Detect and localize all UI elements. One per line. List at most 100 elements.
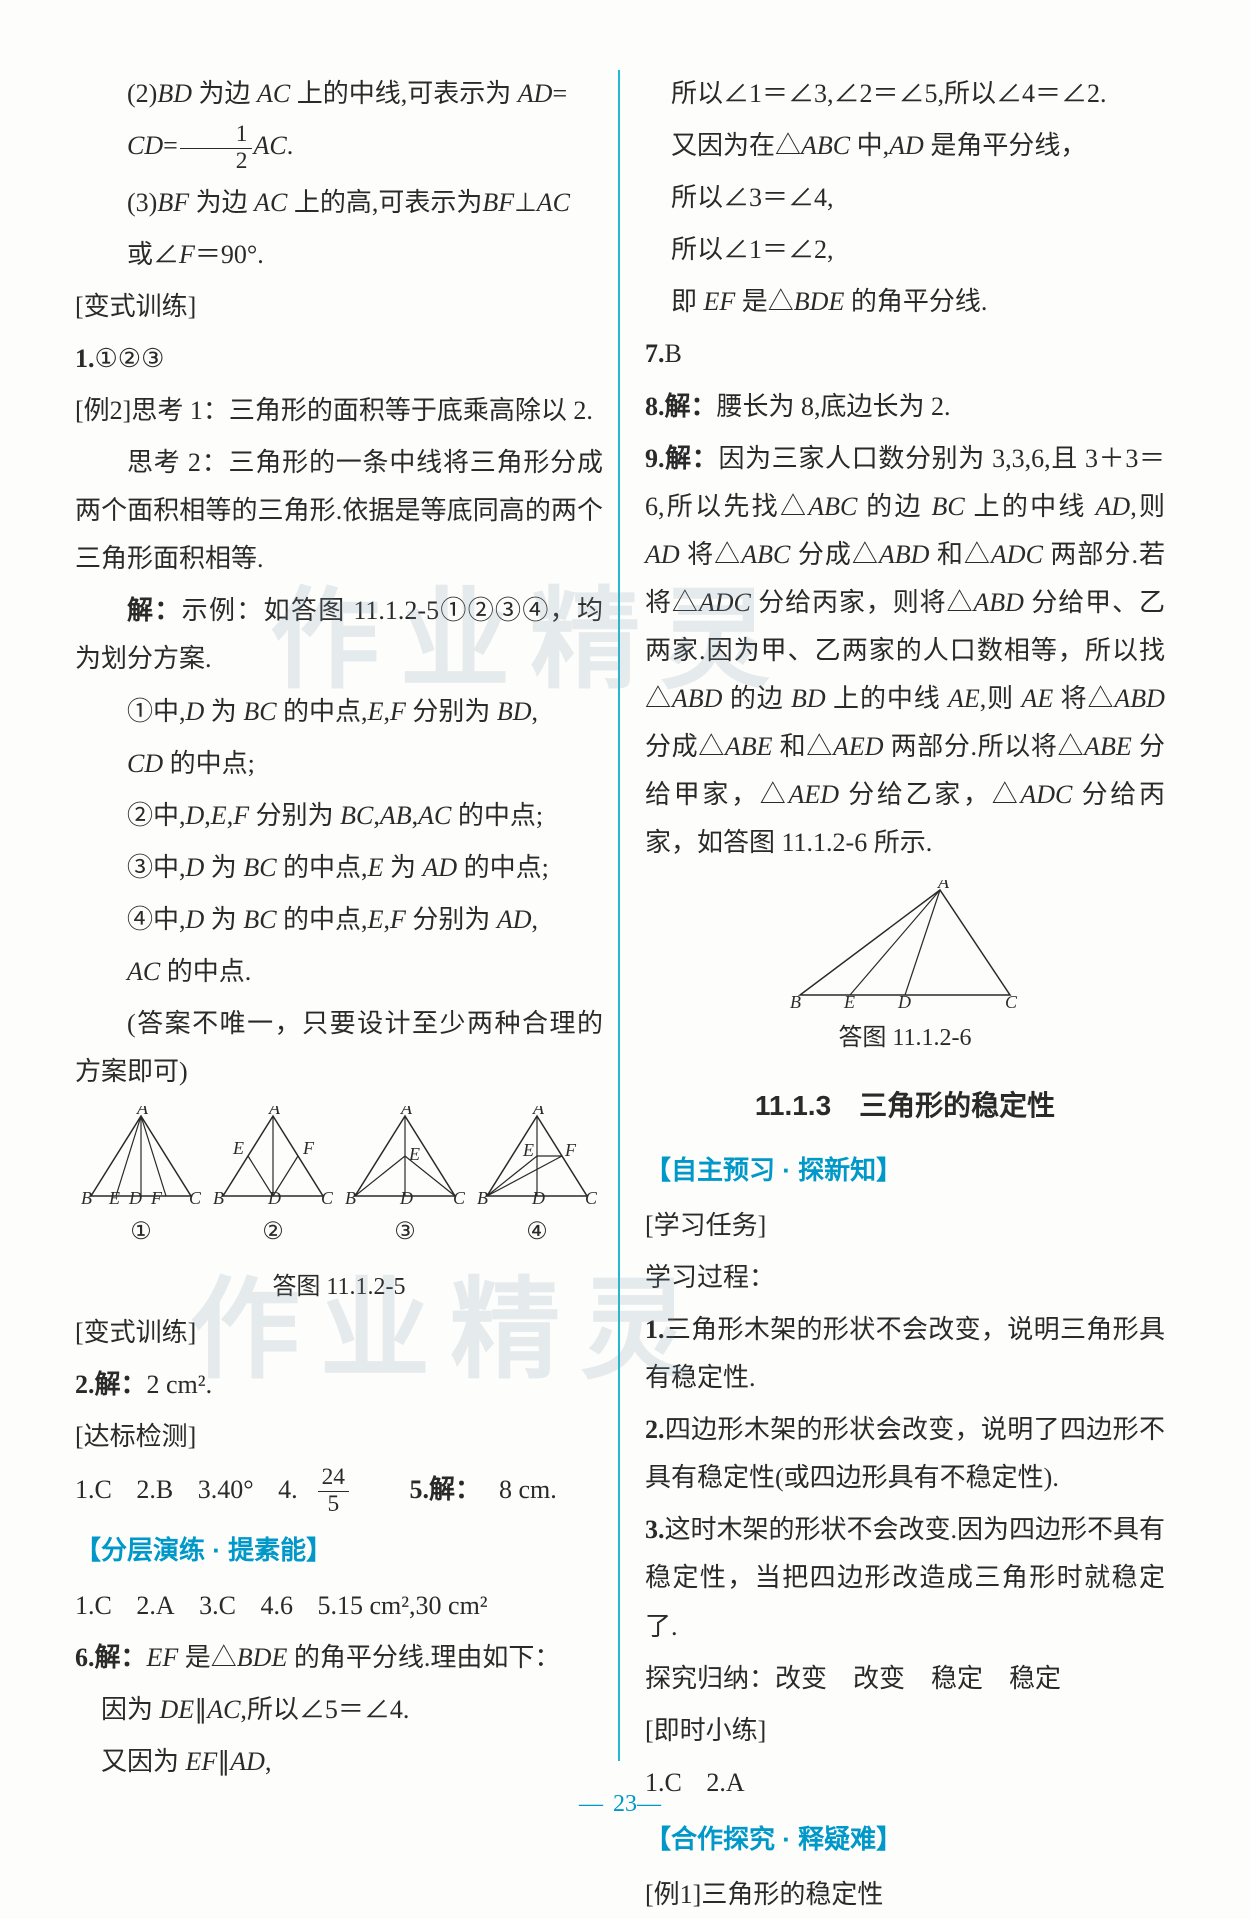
text: 又因为 <box>101 1747 186 1776</box>
svg-text:B: B <box>345 1188 356 1206</box>
var: ABE <box>1084 732 1132 761</box>
var: AC <box>207 1695 240 1724</box>
page-container: (2)BD 为边 AC 上的中线,可表示为 AD= CD=12AC. (3)BF… <box>0 0 1250 1801</box>
var: EF <box>186 1747 218 1776</box>
paragraph: 因为 DE∥AC,所以∠5＝∠4. <box>75 1686 603 1734</box>
solution-label: 解： <box>127 596 182 625</box>
paragraph: 所以∠3＝∠4, <box>645 174 1165 222</box>
text: ∥ <box>194 1695 207 1724</box>
var: AE <box>948 684 980 713</box>
left-column: (2)BD 为边 AC 上的中线,可表示为 AD= CD=12AC. (3)BF… <box>60 70 620 1761</box>
var: BC <box>932 492 965 521</box>
text: , <box>265 1747 272 1776</box>
svg-text:A: A <box>136 1106 149 1118</box>
paragraph: 又因为 EF∥AD, <box>75 1738 603 1786</box>
var: D <box>186 905 205 934</box>
var: EF <box>147 1643 179 1672</box>
text: 上的中线 <box>826 684 948 713</box>
ans: 4.245 <box>278 1475 385 1504</box>
page-number: —23— <box>0 1782 1250 1826</box>
paragraph: 学习过程： <box>645 1254 1165 1302</box>
svg-text:C: C <box>453 1188 465 1206</box>
text: 为边 <box>189 188 254 217</box>
text: ,则 <box>1130 492 1165 521</box>
text: 思考 1：三角形的面积等于底乘高除以 2. <box>131 396 593 425</box>
text: 为 <box>204 697 243 726</box>
text: 的边 <box>722 684 791 713</box>
text: 分别为 <box>406 697 497 726</box>
paragraph: AC 的中点. <box>75 948 603 996</box>
text: ∥ <box>217 1747 230 1776</box>
paragraph: 6.解：EF 是△BDE 的角平分线.理由如下： <box>75 1634 603 1682</box>
var: AC <box>418 801 451 830</box>
fraction: 12 <box>180 122 252 174</box>
answer-line: 8.解：腰长为 8,底边长为 2. <box>645 383 1165 431</box>
paragraph: 解：示例：如答图 11.1.2-5①②③④，均为划分方案. <box>75 587 603 683</box>
figure-caption: 答图 11.1.2-5 <box>75 1265 603 1309</box>
svg-text:E: E <box>522 1140 534 1160</box>
paragraph: 所以∠1＝∠3,∠2＝∠5,所以∠4＝∠2. <box>645 70 1165 118</box>
ans: 3.C <box>199 1591 236 1620</box>
paragraph: 1.三角形木架的形状不会改变，说明三角形具有稳定性. <box>645 1306 1165 1402</box>
text: 因为 <box>101 1695 160 1724</box>
right-column: 所以∠1＝∠3,∠2＝∠5,所以∠4＝∠2. 又因为在△ABC 中,AD 是角平… <box>620 70 1180 1761</box>
subsection-label: [变式训练] <box>75 283 603 331</box>
chapter-title: 11.1.3 三角形的稳定性 <box>645 1080 1165 1132</box>
paragraph: 探究归纳：改变 改变 稳定 稳定 <box>645 1655 1165 1703</box>
var: D <box>186 697 205 726</box>
diagram-number: ③ <box>345 1210 465 1254</box>
text: ＝90°. <box>195 240 264 269</box>
svg-text:A: A <box>532 1106 545 1118</box>
var: D <box>186 801 205 830</box>
text: 的角平分线. <box>844 287 987 316</box>
text: 是△ <box>735 287 794 316</box>
paragraph: [例2]思考 1：三角形的面积等于底乘高除以 2. <box>75 387 603 435</box>
ans: 2.A <box>136 1591 174 1620</box>
text: 将△ <box>1053 684 1114 713</box>
ans: 4.6 <box>260 1591 293 1620</box>
var: E <box>368 697 384 726</box>
var: AC <box>537 188 570 217</box>
ans: 5.解：8 cm. <box>409 1475 574 1504</box>
text: 是△ <box>178 1643 237 1672</box>
svg-text:E: E <box>108 1188 120 1206</box>
diagram-number: ① <box>81 1210 201 1254</box>
text: 分成△ <box>790 540 879 569</box>
svg-text:D: D <box>399 1188 413 1206</box>
var: AD <box>497 905 532 934</box>
text: 或∠ <box>127 240 179 269</box>
ans: 1.C <box>75 1475 112 1504</box>
text: 为 <box>383 853 422 882</box>
var: AD <box>889 131 924 160</box>
text: 将△ <box>680 540 742 569</box>
diagram-number: ② <box>213 1210 333 1254</box>
text: 上的中线,可表示为 <box>290 79 518 108</box>
numerator: 1 <box>180 122 252 149</box>
diagram-number: ④ <box>477 1210 597 1254</box>
text: 和△ <box>773 732 833 761</box>
svg-text:B: B <box>213 1188 224 1206</box>
paragraph: (3)BF 为边 AC 上的高,可表示为BF⊥AC <box>75 179 603 227</box>
var: ABD <box>879 540 930 569</box>
text: 分给丙家，则将△ <box>751 588 974 617</box>
svg-text:C: C <box>585 1188 597 1206</box>
text: = <box>163 131 178 160</box>
var: ABE <box>725 732 773 761</box>
var: ABD <box>973 588 1024 617</box>
var: AD <box>645 540 680 569</box>
answer-row: 1.C 2.B 3.40° 4.245 5.解：8 cm. <box>75 1465 603 1517</box>
paragraph: 又因为在△ABC 中,AD 是角平分线， <box>645 122 1165 170</box>
paragraph: (2)BD 为边 AC 上的中线,可表示为 AD= <box>75 70 603 118</box>
diagram-row: A B E D F C ① A E F B <box>75 1106 603 1254</box>
text: 的中点; <box>457 853 549 882</box>
text: 又因为在△ <box>671 131 801 160</box>
text: 两部分.所以将△ <box>883 732 1084 761</box>
var: CD <box>127 749 163 778</box>
svg-text:E: E <box>232 1138 244 1158</box>
text: 的中点; <box>163 749 255 778</box>
var: AC <box>254 188 287 217</box>
var: DE <box>160 1695 195 1724</box>
subsection-label: [即时小练] <box>645 1707 1165 1755</box>
text: (3) <box>127 188 157 217</box>
var: ADC <box>699 588 751 617</box>
